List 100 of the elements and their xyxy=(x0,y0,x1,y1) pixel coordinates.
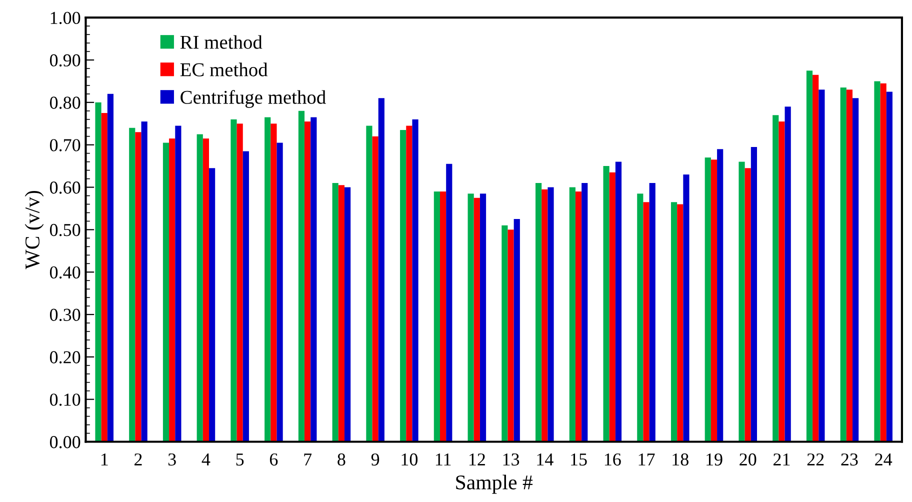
bar xyxy=(440,191,446,442)
bar xyxy=(236,124,243,442)
bar xyxy=(609,172,616,442)
bar xyxy=(344,187,351,442)
bar xyxy=(886,92,892,442)
bar xyxy=(643,202,650,442)
bar xyxy=(670,202,678,442)
bar xyxy=(298,110,305,442)
y-tick-label: 0.60 xyxy=(50,182,80,194)
bar xyxy=(135,132,142,442)
bar xyxy=(717,149,724,442)
bar xyxy=(412,119,418,442)
bar xyxy=(569,187,576,442)
x-tick-label: 21 xyxy=(774,453,790,466)
bar xyxy=(582,183,588,442)
x-tick-label: 12 xyxy=(469,453,485,466)
x-tick-label: 16 xyxy=(604,453,621,466)
bar xyxy=(536,183,542,442)
x-tick-label: 20 xyxy=(740,453,756,466)
x-tick-label: 18 xyxy=(672,453,688,466)
y-tick-label: 0.20 xyxy=(50,351,80,364)
bar xyxy=(101,113,108,442)
bar xyxy=(196,134,203,442)
bar xyxy=(209,168,216,442)
bar xyxy=(338,185,344,442)
bar xyxy=(575,191,582,442)
bar xyxy=(784,106,791,442)
x-tick-label: 7 xyxy=(304,454,312,466)
bar xyxy=(649,183,656,442)
bar xyxy=(772,115,779,442)
bar xyxy=(162,142,170,442)
bar xyxy=(446,164,452,442)
x-tick-label: 3 xyxy=(168,453,176,466)
bar xyxy=(846,90,853,442)
bar xyxy=(818,90,825,442)
bar xyxy=(514,219,520,442)
x-tick-label: 11 xyxy=(436,453,451,466)
bar xyxy=(548,187,554,442)
bar xyxy=(508,230,514,442)
x-tick-label: 1 xyxy=(101,453,108,466)
bar xyxy=(474,198,480,442)
bar xyxy=(468,194,474,442)
x-tick-label: 5 xyxy=(236,454,244,466)
y-tick-label: 0.50 xyxy=(50,224,80,236)
y-tick-label: 0.30 xyxy=(50,308,80,322)
bar xyxy=(372,136,378,442)
bar xyxy=(880,83,886,442)
bar xyxy=(542,189,548,442)
y-tick-label: 0.00 xyxy=(50,436,80,448)
x-tick-label: 2 xyxy=(134,453,142,466)
bar xyxy=(276,142,283,442)
x-tick-label: 15 xyxy=(571,453,587,466)
x-axis-title: Sample # xyxy=(456,474,533,494)
x-tick-label: 14 xyxy=(537,453,554,466)
x-tick-label: 6 xyxy=(270,453,278,466)
bar xyxy=(129,128,136,442)
bar xyxy=(242,151,249,442)
bar xyxy=(637,194,644,442)
bar xyxy=(778,121,785,442)
bar xyxy=(874,81,880,442)
bar xyxy=(603,166,610,442)
bar xyxy=(264,117,271,442)
bar xyxy=(95,102,102,442)
x-tick-label: 23 xyxy=(841,453,858,466)
x-tick-label: 4 xyxy=(202,454,210,466)
bar xyxy=(738,162,745,442)
y-tick-label: 0.70 xyxy=(50,139,80,152)
bar xyxy=(806,70,813,442)
x-tick-label: 13 xyxy=(503,453,520,466)
x-tick-label: 17 xyxy=(638,453,655,466)
bar xyxy=(310,117,317,442)
legend-label: RI method xyxy=(180,35,262,49)
bar xyxy=(480,194,486,442)
bar xyxy=(812,74,819,442)
bar xyxy=(107,94,114,442)
x-tick-label: 19 xyxy=(706,453,722,466)
x-tick-label: 24 xyxy=(875,453,892,466)
bar xyxy=(366,126,372,442)
bar xyxy=(615,162,622,442)
bar xyxy=(230,119,237,442)
legend-label: EC method xyxy=(180,62,268,76)
bar xyxy=(406,126,412,442)
bar xyxy=(744,168,751,442)
bar xyxy=(502,225,508,442)
x-tick-label: 22 xyxy=(807,453,824,466)
y-tick-label: 0.90 xyxy=(50,54,80,67)
bar xyxy=(332,183,338,442)
bar xyxy=(175,126,182,442)
bar xyxy=(400,130,406,442)
x-tick-label: 8 xyxy=(338,453,346,466)
bar xyxy=(750,146,758,442)
bar xyxy=(304,121,311,442)
bar xyxy=(683,174,690,442)
bar xyxy=(202,138,210,442)
bar xyxy=(434,191,440,442)
y-tick-label: 0.10 xyxy=(50,394,80,406)
bar xyxy=(677,204,684,442)
y-tick-label: 0.40 xyxy=(50,266,80,279)
y-axis-title: WC (v/v) xyxy=(24,190,44,270)
legend-label: Centrifuge method xyxy=(180,90,326,108)
